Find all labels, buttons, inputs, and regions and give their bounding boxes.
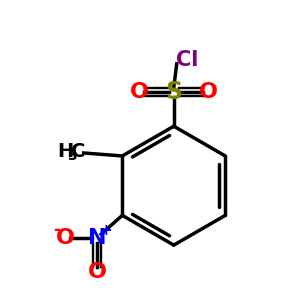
Text: C: C: [71, 142, 85, 161]
Text: O: O: [56, 228, 75, 248]
Text: 3: 3: [68, 148, 77, 163]
Text: N: N: [88, 228, 106, 248]
Text: S: S: [165, 80, 182, 104]
Text: Cl: Cl: [176, 50, 198, 70]
Text: O: O: [199, 82, 218, 102]
Text: -: -: [53, 221, 60, 239]
Text: O: O: [130, 82, 148, 102]
Text: +: +: [99, 223, 112, 238]
Text: H: H: [58, 142, 74, 161]
Text: O: O: [88, 262, 106, 282]
